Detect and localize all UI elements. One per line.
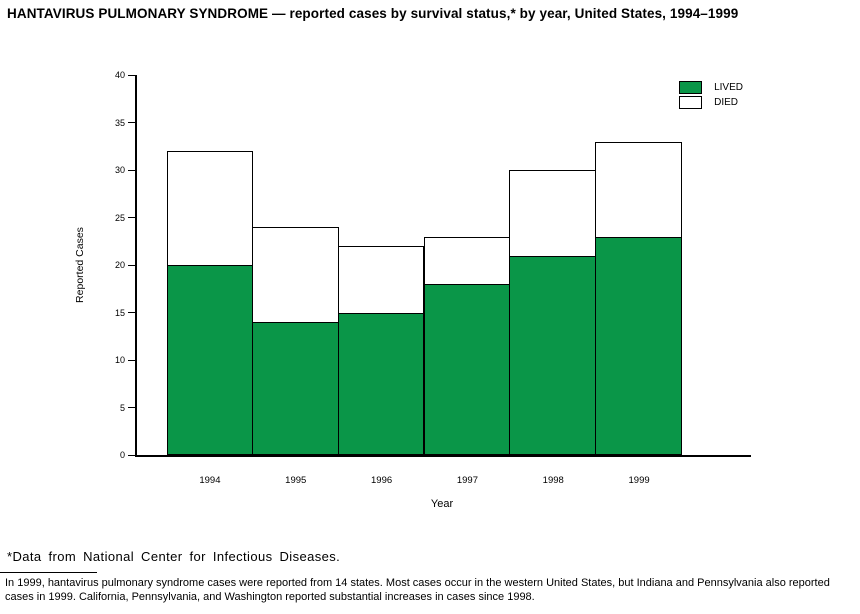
bar-1998-lived xyxy=(509,255,597,455)
y-axis-tick xyxy=(128,169,135,171)
x-category-label: 1998 xyxy=(542,475,564,486)
y-tick-label: 40 xyxy=(114,70,125,80)
y-axis-title: Reported Cases xyxy=(74,227,86,303)
y-tick-label: 35 xyxy=(114,117,125,128)
y-axis-tick xyxy=(128,312,135,313)
bar-1997-lived xyxy=(423,284,511,455)
note-separator xyxy=(0,572,97,573)
x-axis-title: Year xyxy=(430,498,454,510)
y-axis-tick xyxy=(128,217,135,218)
y-tick-label: 15 xyxy=(114,307,125,318)
plot: LIVED DIED 0 5 10 15 20 25 30 35 40 1994 1995 1996 19… xyxy=(115,70,751,486)
note-text: In 1999, hantavirus pulmonary syndrome c… xyxy=(5,577,830,603)
y-tick-label: 25 xyxy=(114,212,125,223)
bar-1994-lived xyxy=(167,265,253,455)
legend-label-lived: LIVED xyxy=(714,82,743,93)
legend: LIVED DIED xyxy=(679,81,743,109)
legend-swatch-lived xyxy=(679,81,703,94)
x-category-label: 1999 xyxy=(628,475,650,486)
y-tick-label: 10 xyxy=(114,355,125,365)
legend-label-died: DIED xyxy=(714,97,738,108)
y-tick-label: 0 xyxy=(119,450,125,460)
bar-1998-died xyxy=(509,170,597,257)
x-category-label: 1997 xyxy=(456,475,478,486)
x-category-label: 1994 xyxy=(199,475,221,486)
y-tick-label: 20 xyxy=(114,260,125,270)
x-category-label: 1996 xyxy=(371,475,393,486)
legend-item-died: DIED xyxy=(679,96,743,109)
y-axis-tick xyxy=(128,264,135,266)
y-tick-label: 30 xyxy=(114,165,125,175)
y-axis-tick xyxy=(128,359,135,361)
bar-1994-died xyxy=(167,151,253,266)
bar-1997-died xyxy=(423,236,511,285)
y-tick-label: 5 xyxy=(119,402,125,413)
bar-1999-died xyxy=(595,141,682,238)
bar-1995-died xyxy=(251,227,339,323)
bar-1996-died xyxy=(337,246,425,314)
footnote: *Data from National Center for Infectiou… xyxy=(7,549,341,564)
bar-1996-lived xyxy=(337,312,425,455)
bar-1999-lived xyxy=(595,236,682,455)
legend-item-lived: LIVED xyxy=(679,81,743,94)
bar-1995-lived xyxy=(251,322,339,455)
x-category-label: 1995 xyxy=(285,475,307,486)
y-axis-tick xyxy=(128,122,135,123)
y-axis-tick xyxy=(128,454,135,456)
y-axis-tick xyxy=(128,74,135,76)
y-axis-tick xyxy=(128,407,135,408)
chart-title: HANTAVIRUS PULMONARY SYNDROME — reported… xyxy=(7,6,739,21)
legend-swatch-died xyxy=(679,96,703,109)
